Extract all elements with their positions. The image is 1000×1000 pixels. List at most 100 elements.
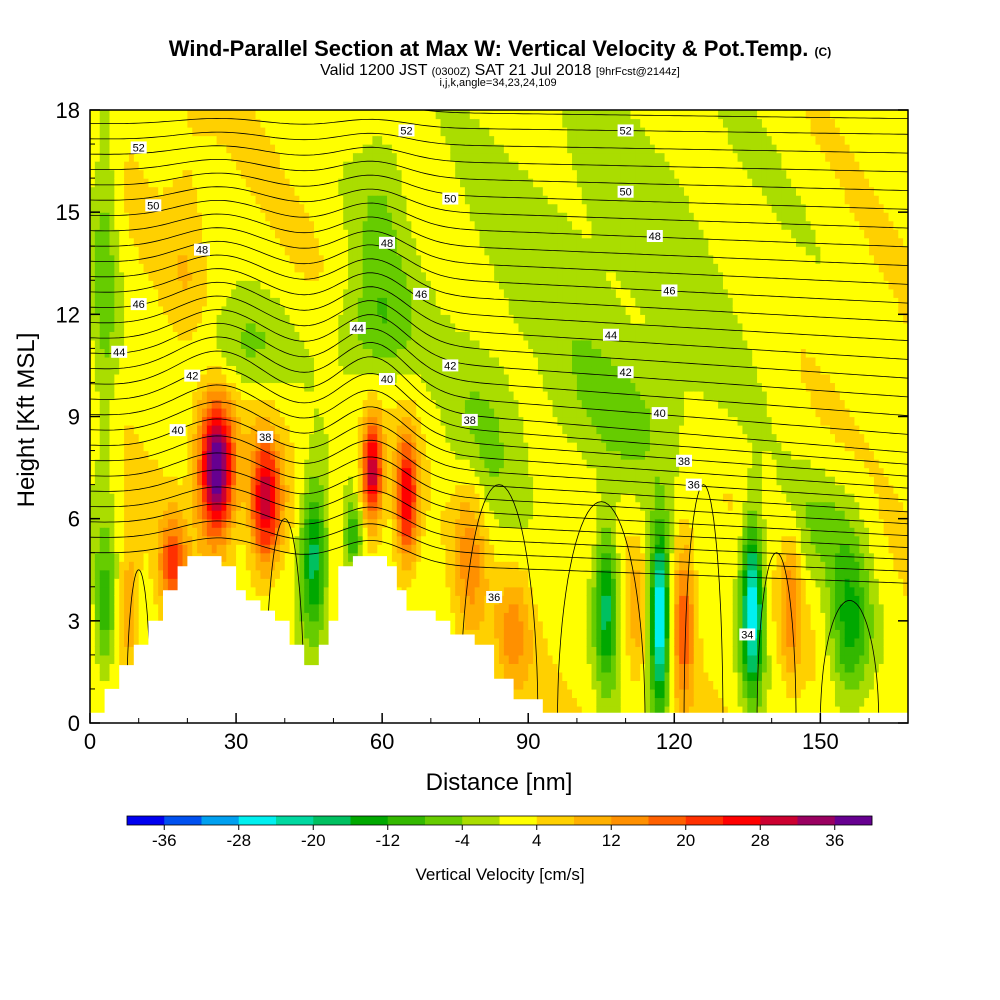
velocity-cell [275, 212, 281, 222]
velocity-cell [421, 220, 427, 230]
velocity-cell [343, 544, 349, 554]
velocity-cell [255, 527, 262, 537]
velocity-cell [275, 348, 281, 358]
velocity-cell [294, 476, 300, 486]
velocity-cell [284, 135, 291, 145]
velocity-cell [133, 246, 140, 256]
velocity-cell [387, 493, 393, 503]
velocity-cell [396, 552, 403, 562]
velocity-cell [391, 552, 398, 562]
velocity-cell [367, 450, 374, 460]
velocity-cell [401, 161, 408, 171]
velocity-cell [382, 161, 388, 171]
velocity-cell [245, 433, 252, 443]
velocity-cell [94, 373, 101, 384]
velocity-cell [416, 578, 422, 588]
velocity-cell [406, 280, 412, 290]
velocity-cell [192, 271, 198, 281]
velocity-cell [197, 416, 203, 426]
velocity-cell [206, 220, 213, 230]
velocity-cell [328, 390, 335, 401]
velocity-cell [177, 186, 184, 196]
velocity-cell [387, 322, 393, 332]
velocity-cell [153, 586, 159, 596]
velocity-cell [275, 407, 281, 418]
velocity-cell [279, 203, 286, 213]
velocity-cell [313, 407, 320, 418]
velocity-cell [133, 467, 140, 477]
velocity-cell [167, 510, 174, 520]
velocity-cell [401, 373, 408, 384]
velocity-cell [416, 603, 422, 613]
velocity-cell [240, 305, 247, 315]
velocity-cell [250, 254, 257, 264]
velocity-cell [265, 118, 271, 128]
velocity-cell [236, 118, 242, 128]
velocity-cell [245, 297, 252, 307]
velocity-cell [240, 339, 247, 349]
velocity-cell [192, 263, 198, 273]
velocity-cell [177, 237, 184, 247]
velocity-cell [357, 144, 364, 154]
velocity-cell [323, 518, 330, 528]
velocity-cell [128, 518, 135, 528]
velocity-cell [211, 425, 218, 435]
velocity-cell [357, 169, 364, 179]
velocity-cell [421, 135, 427, 145]
velocity-cell [104, 595, 111, 605]
velocity-cell [182, 305, 188, 315]
velocity-cell [99, 254, 106, 264]
velocity-cell [309, 603, 315, 613]
velocity-cell [309, 637, 315, 647]
velocity-cell [163, 331, 169, 341]
velocity-cell [99, 459, 106, 469]
velocity-cell [313, 118, 320, 128]
velocity-cell [382, 263, 388, 273]
velocity-cell [94, 399, 101, 409]
velocity-cell [90, 493, 96, 503]
velocity-cell [206, 127, 213, 137]
velocity-cell [240, 203, 247, 213]
velocity-cell [313, 476, 320, 486]
velocity-cell [158, 373, 164, 384]
velocity-cell [299, 348, 305, 358]
velocity-cell [421, 195, 427, 205]
velocity-cell [387, 110, 393, 120]
velocity-cell [99, 450, 106, 460]
velocity-cell [318, 144, 325, 154]
velocity-cell [192, 476, 198, 486]
velocity-cell [352, 459, 359, 469]
velocity-cell [231, 476, 237, 486]
velocity-cell [416, 552, 422, 562]
velocity-cell [182, 416, 188, 426]
velocity-cell [362, 135, 369, 145]
velocity-cell [211, 271, 218, 281]
velocity-cell [357, 263, 364, 273]
velocity-cell [128, 110, 135, 120]
velocity-cell [382, 501, 388, 511]
velocity-cell [284, 586, 291, 596]
velocity-cell [406, 561, 412, 571]
velocity-cell [289, 382, 296, 392]
velocity-cell [177, 459, 184, 469]
velocity-cell [192, 203, 198, 213]
velocity-cell [338, 331, 344, 341]
velocity-cell [226, 203, 232, 213]
velocity-cell [187, 305, 193, 315]
velocity-cell [143, 331, 150, 341]
velocity-cell [167, 271, 174, 281]
velocity-cell [284, 595, 291, 605]
velocity-cell [279, 467, 286, 477]
velocity-cell [357, 365, 364, 375]
velocity-cell [236, 425, 242, 435]
velocity-cell [265, 569, 271, 579]
velocity-cell [163, 288, 169, 298]
velocity-cell [425, 595, 432, 605]
velocity-cell [231, 212, 237, 222]
velocity-cell [104, 544, 111, 554]
velocity-cell [313, 527, 320, 537]
velocity-cell [323, 144, 330, 154]
velocity-cell [372, 263, 378, 273]
velocity-cell [318, 169, 325, 179]
velocity-cell [240, 518, 247, 528]
